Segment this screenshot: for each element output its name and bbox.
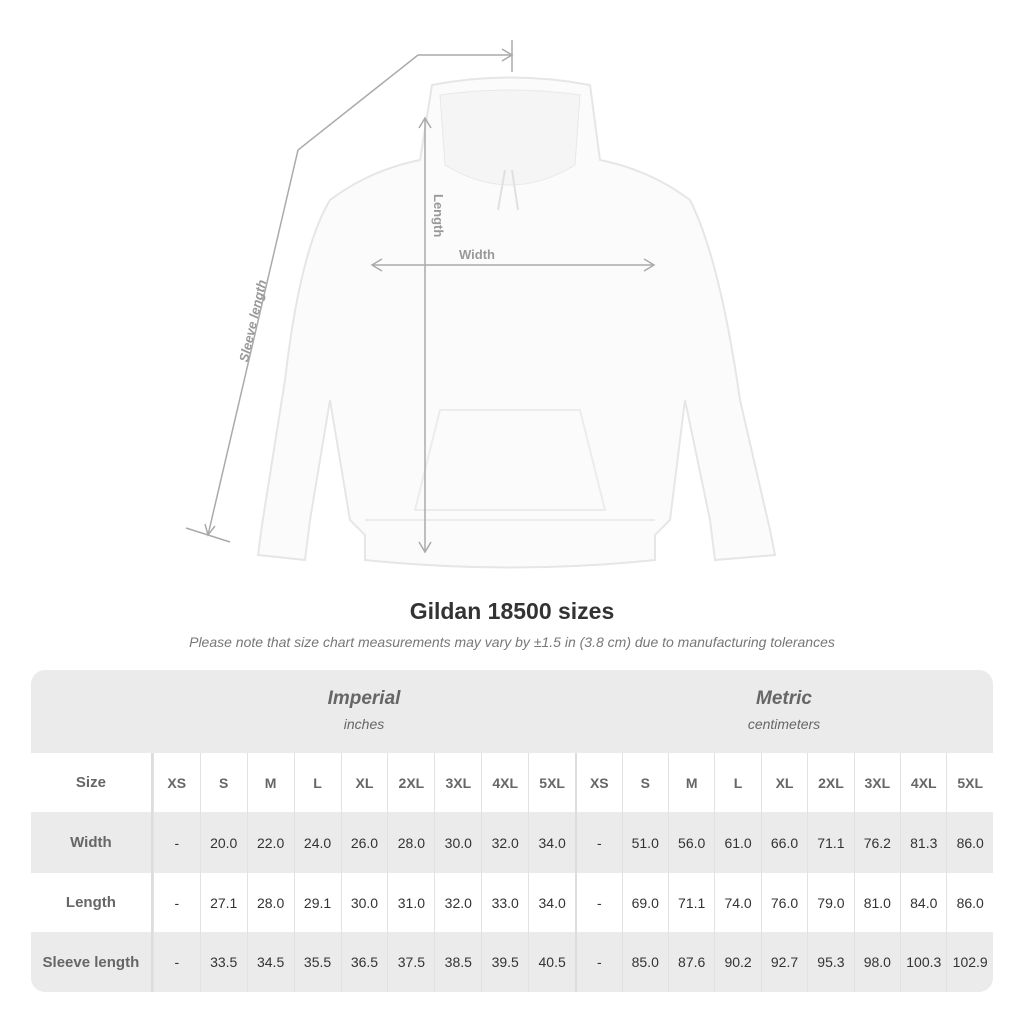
size-header-cell: XL (340, 753, 388, 812)
imperial-value-cell: 35.5 (293, 932, 341, 992)
imperial-unit: inches (343, 716, 385, 732)
metric-value-cell: 102.9 (946, 932, 992, 992)
imperial-value-cell: 34.0 (528, 873, 575, 932)
imperial-value-cell: 28.0 (387, 812, 434, 873)
metric-value-cell: 95.3 (807, 932, 853, 992)
table-row: Length -27.1 28.0 29.1 30.0 31.0 32.0 33.0 34.0-… (31, 873, 993, 932)
imperial-value-cell: - (152, 932, 200, 992)
width-label: Width (459, 247, 495, 262)
metric-value-cell: 61.0 (714, 812, 760, 873)
metric-value-cell: 84.0 (900, 873, 946, 932)
metric-value-cell: - (575, 932, 621, 992)
size-header-cell: S (199, 753, 247, 812)
size-header-cell: 3XL (853, 753, 900, 812)
imperial-value-cell: 22.0 (246, 812, 294, 873)
imperial-value-cell: 20.0 (199, 812, 247, 873)
size-header-cell: M (246, 753, 294, 812)
page-title: Gildan 18500 sizes (409, 598, 615, 624)
size-header-cell: XS (575, 753, 621, 812)
hoodie-illustration (185, 40, 777, 569)
size-table: Imperial inches Metric centimeters Size X… (31, 670, 993, 992)
metric-value-cell: 81.3 (900, 812, 946, 873)
imperial-value-cell: 31.0 (387, 873, 434, 932)
imperial-value-cell: - (152, 812, 200, 873)
metric-value-cell: 51.0 (621, 812, 668, 873)
imperial-value-cell: 33.0 (481, 873, 528, 932)
size-header-cell: 2XL (387, 753, 434, 812)
imperial-value-cell: 30.0 (340, 873, 388, 932)
metric-value-cell: - (575, 812, 621, 873)
metric-title: Metric (756, 688, 812, 709)
metric-header: Metric centimeters (575, 670, 993, 753)
imperial-value-cell: 40.5 (528, 932, 575, 992)
size-header-cell: 4XL (481, 753, 528, 812)
metric-value-cell: 87.6 (667, 932, 714, 992)
imperial-value-cell: 30.0 (434, 812, 481, 873)
size-header-cell: 5XL (528, 753, 575, 812)
size-header-cell: XS (152, 753, 200, 812)
size-header-cell: L (293, 753, 341, 812)
metric-value-cell: 98.0 (853, 932, 900, 992)
metric-value-cell: 74.0 (714, 873, 760, 932)
metric-value-cell: 100.3 (900, 932, 946, 992)
size-header-row: Size XS S M L XL 2XL 3XL 4XL 5XL XS S M L XL 2XL 3XL 4XL 5… (31, 753, 993, 812)
length-label: Length (431, 194, 446, 238)
metric-value-cell: 71.1 (807, 812, 853, 873)
size-header-cell: 5XL (946, 753, 992, 812)
imperial-value-cell: 28.0 (246, 873, 294, 932)
table-row: Sleeve length -33.5 34.5 35.5 36.5 37.5 38.5 39… (31, 932, 993, 992)
metric-value-cell: 56.0 (667, 812, 714, 873)
tolerance-note: Please note that size chart measurements… (189, 634, 835, 650)
size-header-cell: 3XL (434, 753, 481, 812)
imperial-value-cell: 32.0 (481, 812, 528, 873)
metric-value-cell: - (575, 873, 621, 932)
dimension-lines (185, 40, 656, 554)
metric-value-cell: 85.0 (621, 932, 668, 992)
row-label: Length (31, 873, 153, 932)
size-header-cell: M (667, 753, 714, 812)
imperial-value-cell: 29.1 (293, 873, 341, 932)
imperial-value-cell: 36.5 (340, 932, 388, 992)
imperial-value-cell: - (152, 873, 200, 932)
imperial-value-cell: 38.5 (434, 932, 481, 992)
metric-value-cell: 90.2 (714, 932, 760, 992)
metric-value-cell: 79.0 (807, 873, 853, 932)
metric-value-cell: 69.0 (621, 873, 668, 932)
imperial-value-cell: 27.1 (199, 873, 247, 932)
metric-value-cell: 71.1 (667, 873, 714, 932)
imperial-value-cell: 32.0 (434, 873, 481, 932)
size-header-cell: L (714, 753, 760, 812)
imperial-value-cell: 34.0 (528, 812, 575, 873)
imperial-value-cell: 34.5 (246, 932, 294, 992)
size-header-cell: 2XL (807, 753, 853, 812)
metric-value-cell: 92.7 (760, 932, 807, 992)
imperial-title: Imperial (327, 688, 401, 709)
metric-value-cell: 86.0 (946, 873, 992, 932)
size-header-cell: XL (760, 753, 807, 812)
metric-value-cell: 66.0 (760, 812, 807, 873)
metric-value-cell: 76.0 (760, 873, 807, 932)
imperial-value-cell: 26.0 (340, 812, 388, 873)
imperial-value-cell: 33.5 (199, 932, 247, 992)
size-header-cell: 4XL (900, 753, 946, 812)
metric-value-cell: 76.2 (853, 812, 900, 873)
metric-value-cell: 86.0 (946, 812, 992, 873)
metric-value-cell: 81.0 (853, 873, 900, 932)
imperial-header: Imperial inches (153, 670, 575, 753)
imperial-value-cell: 39.5 (481, 932, 528, 992)
size-header-cell: S (621, 753, 668, 812)
row-label: Sleeve length (31, 932, 153, 992)
row-label: Size (31, 753, 153, 812)
metric-unit: centimeters (747, 716, 821, 732)
sleeve-line (207, 54, 512, 536)
row-label: Width (31, 812, 153, 873)
imperial-value-cell: 24.0 (293, 812, 341, 873)
hoodie-image (256, 76, 777, 569)
table-row: Width -20.0 22.0 24.0 26.0 28.0 30.0 32.0 34.0-5… (31, 812, 993, 873)
imperial-value-cell: 37.5 (387, 932, 434, 992)
